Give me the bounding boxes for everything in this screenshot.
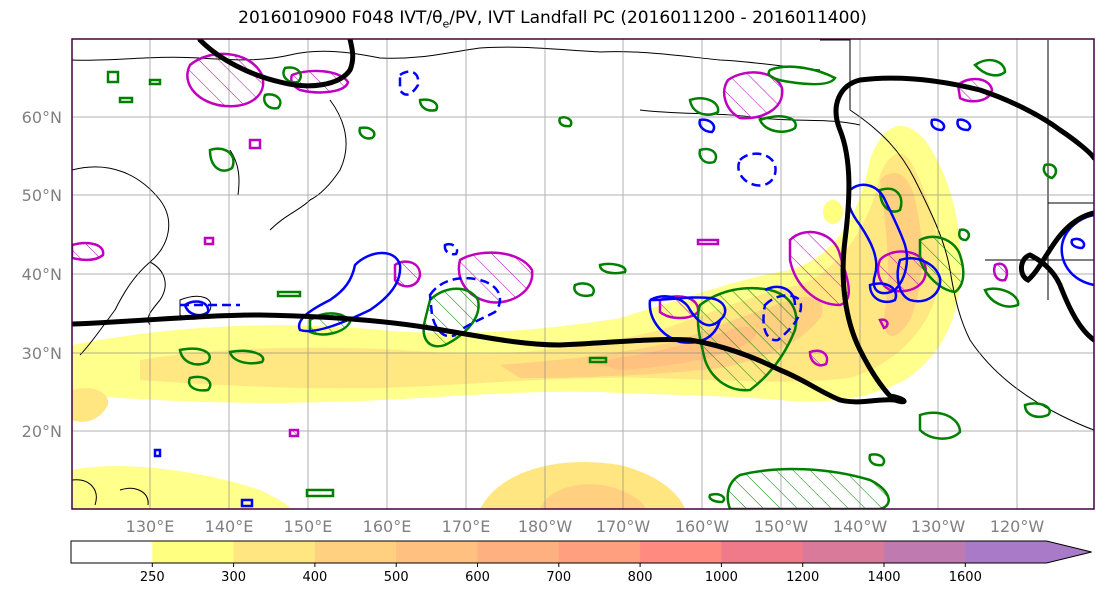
map-frame	[71, 38, 1095, 510]
lat-label: 20°N	[22, 422, 62, 441]
colorbar-segment	[477, 541, 560, 563]
lon-label: 150°E	[284, 517, 333, 536]
colorbar-tick-label: 700	[546, 570, 571, 585]
colorbar-tick-label: 800	[628, 570, 653, 585]
colorbar-tick-label: 1000	[705, 570, 738, 585]
colorbar-tick-label: 300	[221, 570, 246, 585]
colorbar-segment	[71, 541, 153, 563]
colorbar: 250 300 400 500 600 700 800 1000 1200 1400 1600	[70, 540, 1092, 585]
lon-label: 170°W	[596, 517, 651, 536]
lon-label: 130°W	[911, 517, 966, 536]
colorbar-tick-label: 400	[302, 570, 327, 585]
colorbar-segment	[396, 541, 478, 563]
colorbar-tick-label: 600	[465, 570, 490, 585]
colorbar-tick-label: 1400	[867, 570, 900, 585]
ivt-landfall-pc-contour	[72, 39, 1094, 405]
colorbar-segment	[884, 541, 966, 563]
theta-e-contours-negative-dashed	[180, 70, 803, 342]
lat-label: 40°N	[22, 265, 62, 284]
colorbar-segment	[640, 541, 722, 563]
colorbar-segment	[558, 541, 641, 563]
lat-label: 30°N	[22, 344, 62, 363]
latitude-labels: 60°N 50°N 40°N 30°N 20°N	[22, 108, 62, 441]
lon-label: 120°W	[990, 517, 1045, 536]
lat-label: 50°N	[22, 186, 62, 205]
colorbar-outline	[70, 540, 1092, 564]
lon-label: 140°W	[833, 517, 888, 536]
lon-label: 140°E	[205, 517, 254, 536]
lon-label: 160°W	[675, 517, 730, 536]
ivt-band-sw	[72, 466, 290, 509]
colorbar-segment	[233, 541, 316, 563]
ivt-band-south-core	[540, 484, 645, 509]
colorbar-tick-label: 500	[384, 570, 409, 585]
longitude-labels: 130°E 140°E 150°E 160°E 170°E 180°W 170°…	[126, 517, 1045, 536]
colorbar-segment	[721, 541, 804, 563]
map-title: 2016010900 F048 IVT/θe/PV, IVT Landfall …	[238, 8, 867, 31]
colorbar-tick-label: 250	[140, 570, 165, 585]
colorbar-segment	[314, 541, 397, 563]
colorbar-segment	[802, 541, 885, 563]
colorbar-extend-arrow	[965, 541, 1092, 563]
lon-label: 150°W	[754, 517, 809, 536]
lon-label: 180°W	[518, 517, 573, 536]
pv-contours	[72, 52, 1009, 438]
colorbar-tick-label: 1600	[949, 570, 982, 585]
lon-label: 130°E	[126, 517, 175, 536]
lat-label: 60°N	[22, 108, 62, 127]
colorbar-segment	[152, 541, 235, 563]
ivt-blob	[823, 200, 843, 224]
lon-label: 160°E	[363, 517, 412, 536]
colorbar-tick-label: 1200	[786, 570, 819, 585]
lon-label: 170°E	[442, 517, 491, 536]
ivt-band-w	[72, 388, 109, 422]
